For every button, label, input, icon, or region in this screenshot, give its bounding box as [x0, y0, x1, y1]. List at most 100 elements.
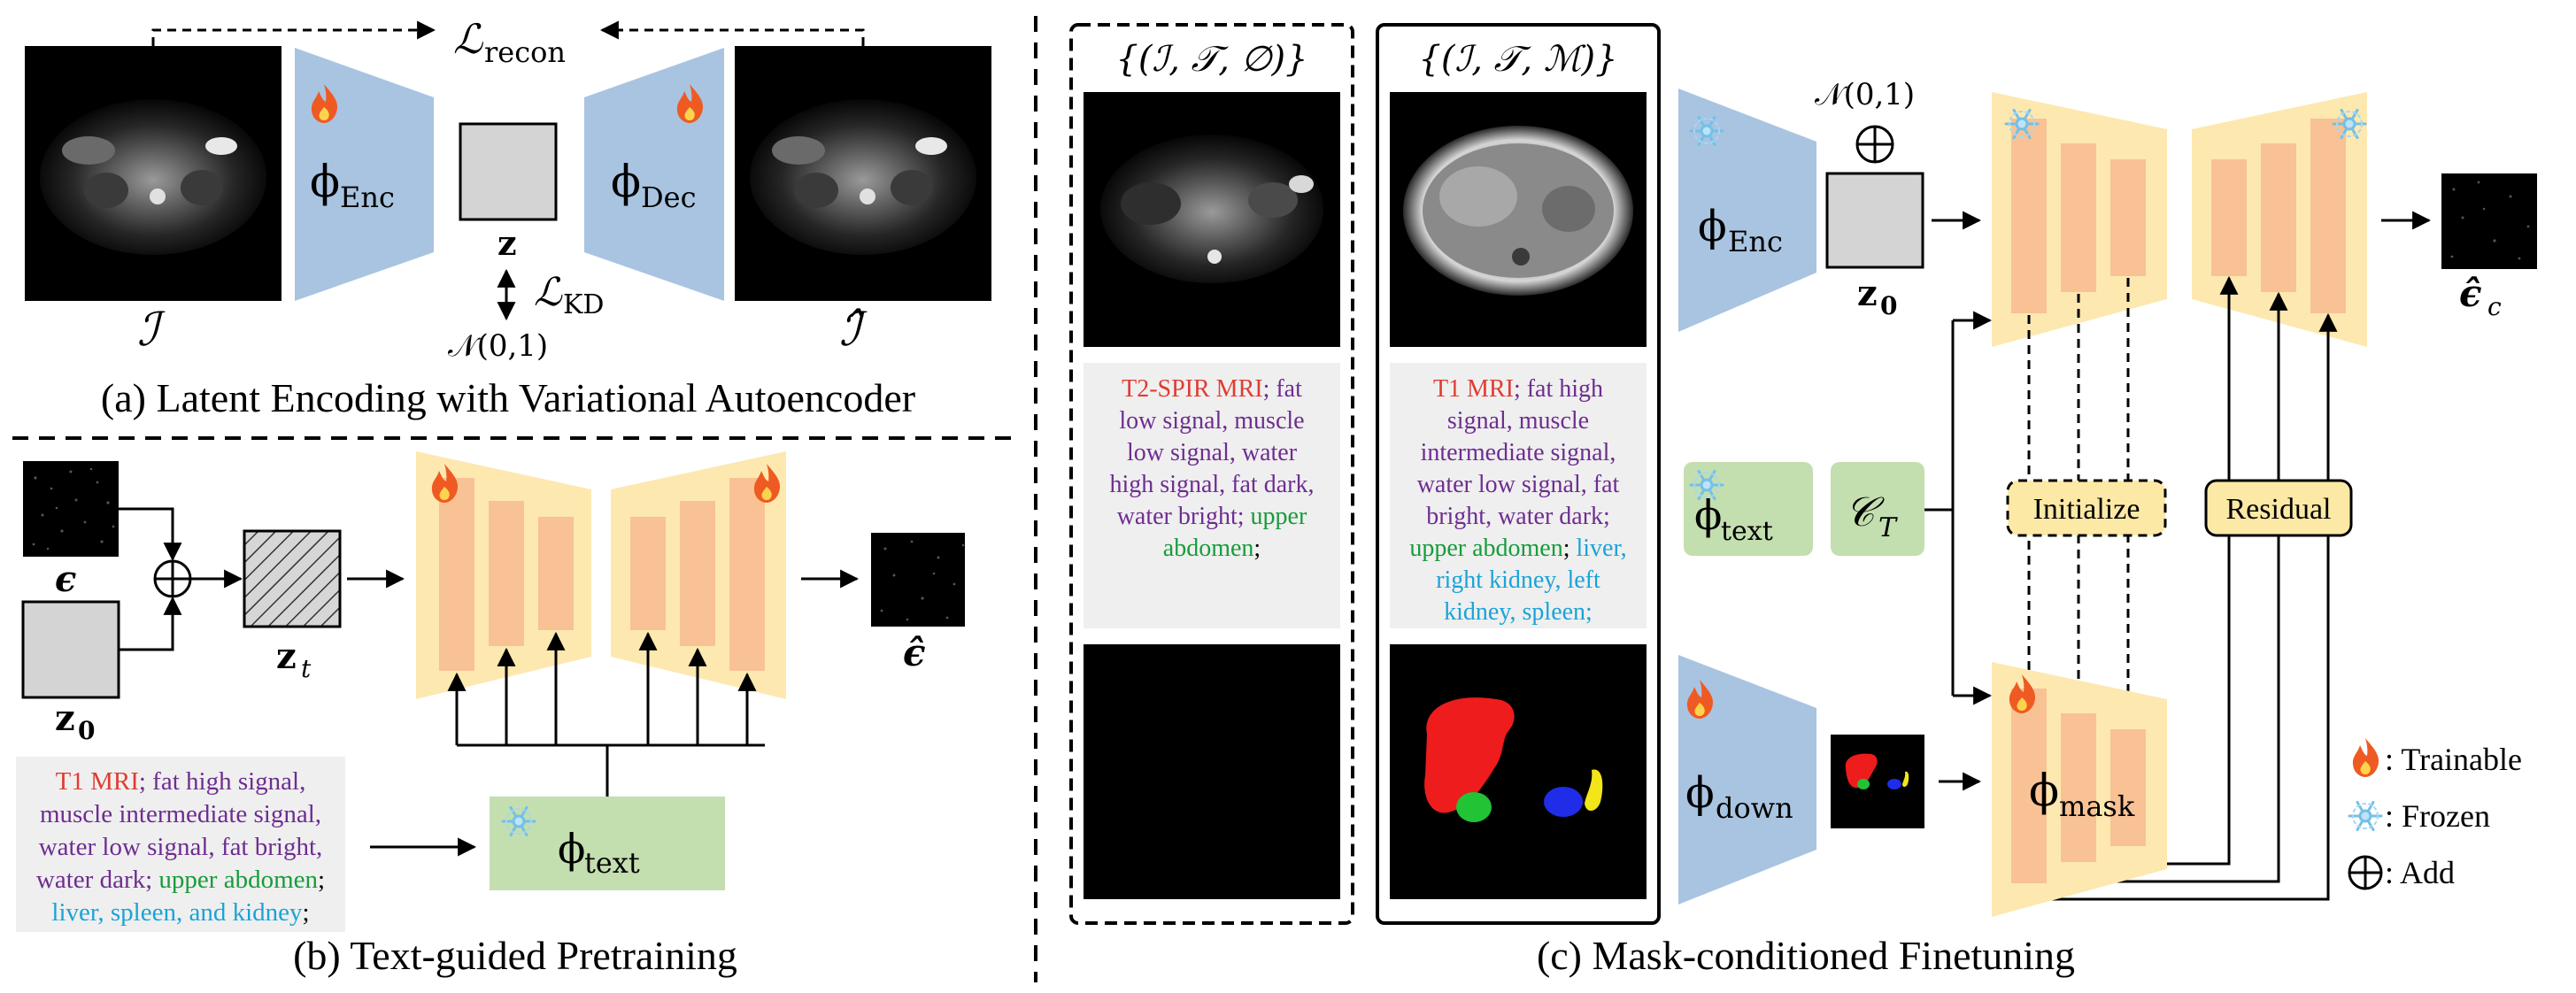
prompt-segment: liver, — [1576, 535, 1626, 562]
prompt-line: right kidney, left — [1436, 566, 1600, 594]
prompt-line: T2-SPIR MRI; fat — [1122, 375, 1302, 403]
loss-recon-symbol: ℒ — [453, 15, 483, 63]
prompt-line: upper abdomen; liver, — [1409, 535, 1626, 562]
add-operator-c — [1855, 125, 1894, 164]
prompt-segment: high signal, fat dark, — [1110, 471, 1315, 498]
prompt-box-c1 — [1084, 363, 1340, 628]
t2-spir-mri-image — [1084, 92, 1340, 347]
prompt-segment: T1 MRI — [1433, 375, 1514, 403]
text-conditioning-lines — [447, 631, 765, 797]
mask-controlnet — [1992, 662, 2167, 917]
latent-z0-c — [1825, 172, 1924, 269]
vae-encoder-c — [1678, 89, 1816, 332]
noise-image — [23, 461, 119, 557]
encoder-symbol: ϕ — [310, 156, 340, 207]
noise-label: ϵ — [55, 558, 76, 600]
prompt-segment: muscle intermediate signal, — [40, 800, 321, 828]
caption-a: (a) Latent Encoding with Variational Aut… — [101, 375, 915, 420]
down-encoder-subscript: down — [1716, 791, 1793, 825]
fire-icon — [2352, 738, 2379, 777]
prompt-segment: water bright; — [1117, 503, 1251, 530]
mask-controlnet-subscript: mask — [2059, 789, 2135, 823]
prompt-line: low signal, muscle — [1119, 407, 1304, 435]
empty-mask-image — [1084, 644, 1340, 899]
prompt-segment: water dark; — [36, 866, 159, 894]
prompt-segment: abdomen — [1163, 535, 1254, 562]
prompt-text-c2: T1 MRI; fat high signal, muscle intermedia… — [1409, 375, 1626, 626]
prompt-line: liver, spleen, and kidney; — [51, 898, 309, 927]
reconstructed-mri-image — [735, 46, 991, 301]
input-image-label: ℐ — [137, 304, 166, 357]
prompt-line: muscle intermediate signal, — [40, 800, 321, 828]
prompt-line: kidney, spleen; — [1444, 598, 1593, 626]
add-operator — [153, 559, 192, 598]
predicted-noise-c-label: ϵ̂ — [2459, 272, 2482, 315]
decoder-symbol: ϕ — [611, 156, 641, 207]
prompt-segment: water low signal, fat — [1417, 471, 1620, 498]
latent-z — [459, 122, 558, 221]
predicted-noise-image — [871, 533, 965, 627]
prompt-segment: low signal, muscle — [1119, 407, 1304, 435]
prompt-segment: ; — [318, 866, 325, 894]
z0-c-label: z — [1857, 273, 1878, 314]
mask-down-encoder — [1678, 655, 1816, 904]
z0-label: z — [55, 697, 75, 739]
prompt-line: bright, water dark; — [1426, 503, 1610, 530]
zt-label: z — [276, 635, 297, 677]
prompt-segment: low signal, water — [1127, 439, 1298, 466]
predicted-noise-c-image — [2441, 173, 2537, 269]
prompt-segment: signal, muscle — [1447, 407, 1589, 435]
text-encoder-c-subscript: text — [1721, 516, 1773, 547]
legend-add-label: : Add — [2385, 855, 2455, 890]
noise-to-add-arrow — [119, 507, 182, 562]
initialize-label: Initialize — [2033, 493, 2140, 526]
prompt-line: water low signal, fat bright, — [39, 833, 323, 861]
prompt-segment: intermediate signal, — [1421, 439, 1616, 466]
z0-to-add-arrow — [119, 596, 182, 651]
condition-routing — [1924, 311, 1993, 705]
prompt-segment: bright, water dark; — [1426, 503, 1610, 530]
zt-subscript: t — [301, 654, 312, 683]
prompt-text-c1: T2-SPIR MRI; fat low signal, muscle low si… — [1110, 375, 1315, 562]
snowflake-icon — [2348, 800, 2383, 832]
dataset-box-labeled — [1376, 23, 1661, 925]
prompt-line: water low signal, fat — [1417, 471, 1620, 498]
prompt-segment: ; fat high — [1514, 375, 1603, 403]
text-encoder-symbol: ϕ — [558, 825, 585, 873]
panel-b: ϵ z 0 z t — [16, 451, 965, 978]
prompt-text-b: T1 MRI; fat high signal, muscle intermedi… — [36, 767, 325, 927]
prompt-line: water bright; upper — [1117, 503, 1307, 530]
prompt-segment: water low signal, fat bright, — [39, 833, 323, 861]
input-mri-image — [25, 46, 282, 301]
output-image-label: ℐ̂ — [839, 304, 868, 357]
prompt-segment: liver, spleen, and kidney — [51, 898, 303, 927]
loss-kd-subscript: KD — [563, 289, 604, 320]
prompt-segment: T2-SPIR MRI — [1122, 375, 1262, 403]
prompt-segment: T1 MRI — [56, 767, 139, 796]
encoder-c-symbol: ϕ — [1698, 202, 1727, 251]
text-encoder-b — [490, 797, 725, 890]
prompt-segment: upper abdomen — [158, 866, 318, 894]
panel-c: {(ℐ, 𝒯, ∅)} T2-SPIR MRI; fat low signal, … — [1069, 23, 2537, 978]
down-encoder-symbol: ϕ — [1685, 768, 1715, 818]
dataset-title-unlabeled: {(ℐ, 𝒯, ∅)} — [1115, 39, 1307, 80]
encoder-c-subscript: Enc — [1728, 225, 1783, 258]
prompt-segment: upper — [1251, 503, 1307, 530]
decoder-subscript: Dec — [641, 181, 697, 214]
latent-z0 — [21, 600, 120, 699]
prompt-segment: ; fat high signal, — [139, 767, 305, 796]
vae-decoder — [584, 48, 724, 301]
mask-thumbnail — [1831, 735, 1924, 828]
t1-mri-image — [1390, 92, 1647, 347]
initialize-badge — [2006, 479, 2167, 537]
prompt-box-c2 — [1390, 363, 1647, 628]
legend: : Trainable : Frozen : Add — [2348, 738, 2522, 890]
normal-distribution-c: 𝒩(0,1) — [1815, 77, 1915, 112]
panel-a: ϕ Enc ϕ Dec z ℒ recon ℒ KD 𝒩(0,1) ℐ ℐ̂ (… — [25, 15, 991, 420]
text-encoder-c-symbol: ϕ — [1694, 491, 1722, 539]
prompt-line: low signal, water — [1127, 439, 1298, 466]
prompt-segment: kidney, spleen; — [1444, 598, 1593, 626]
caption-b: (b) Text-guided Pretraining — [293, 933, 737, 978]
z0-c-subscript: 0 — [1880, 291, 1897, 320]
